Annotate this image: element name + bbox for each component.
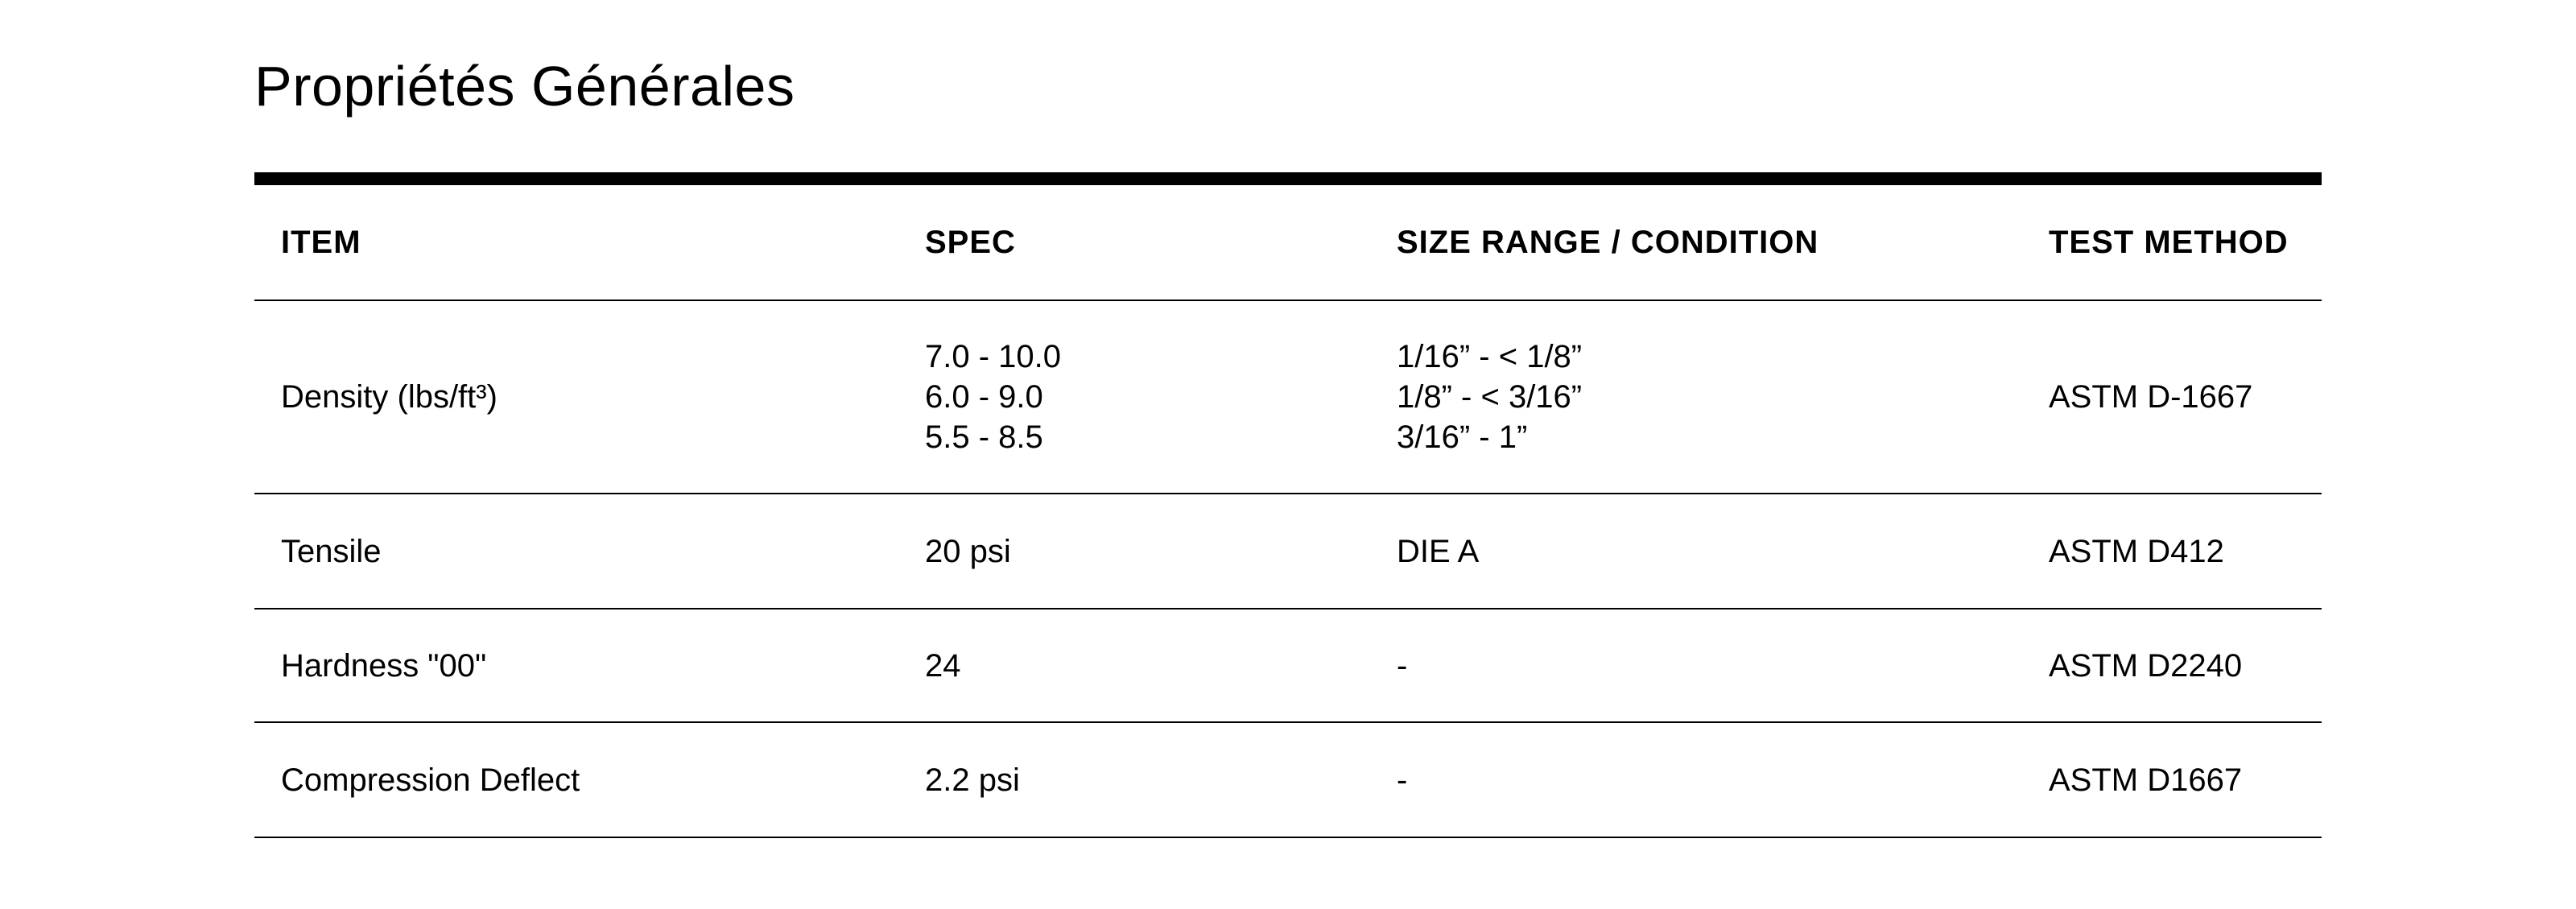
cell-item: Hardness "00" <box>254 609 898 723</box>
spec-line: 6.0 - 9.0 <box>925 379 1043 415</box>
header-rule <box>254 172 2322 185</box>
cell-spec: 20 psi <box>898 494 1370 609</box>
table-row: Hardness "00" 24 - ASTM D2240 <box>254 609 2322 723</box>
cell-test-method: ASTM D-1667 <box>2022 300 2322 494</box>
table-row: Compression Deflect 2.2 psi - ASTM D1667 <box>254 722 2322 838</box>
cell-test-method: ASTM D1667 <box>2022 722 2322 838</box>
condition-line: 1/16” - < 1/8” <box>1397 339 1583 374</box>
header-spec: SPEC <box>898 185 1370 301</box>
cell-item: Compression Deflect <box>254 722 898 838</box>
header-condition: SIZE RANGE / CONDITION <box>1370 185 2022 301</box>
cell-spec: 7.0 - 10.0 6.0 - 9.0 5.5 - 8.5 <box>898 300 1370 494</box>
spec-line: 5.5 - 8.5 <box>925 419 1043 455</box>
header-test-method: TEST METHOD <box>2022 185 2322 301</box>
cell-condition: - <box>1370 609 2022 723</box>
properties-table: ITEM SPEC SIZE RANGE / CONDITION TEST ME… <box>254 185 2322 838</box>
cell-item: Tensile <box>254 494 898 609</box>
cell-item: Density (lbs/ft³) <box>254 300 898 494</box>
cell-spec: 24 <box>898 609 1370 723</box>
condition-line: 1/8” - < 3/16” <box>1397 379 1583 415</box>
page-title: Propriétés Générales <box>254 55 795 118</box>
cell-test-method: ASTM D412 <box>2022 494 2322 609</box>
header-item: ITEM <box>254 185 898 301</box>
cell-spec: 2.2 psi <box>898 722 1370 838</box>
table-row: Density (lbs/ft³) 7.0 - 10.0 6.0 - 9.0 5… <box>254 300 2322 494</box>
cell-test-method: ASTM D2240 <box>2022 609 2322 723</box>
cell-condition: 1/16” - < 1/8” 1/8” - < 3/16” 3/16” - 1” <box>1370 300 2022 494</box>
cell-condition: - <box>1370 722 2022 838</box>
table-row: Tensile 20 psi DIE A ASTM D412 <box>254 494 2322 609</box>
condition-line: 3/16” - 1” <box>1397 419 1528 455</box>
spec-line: 7.0 - 10.0 <box>925 339 1062 374</box>
cell-condition: DIE A <box>1370 494 2022 609</box>
table-header-row: ITEM SPEC SIZE RANGE / CONDITION TEST ME… <box>254 185 2322 301</box>
